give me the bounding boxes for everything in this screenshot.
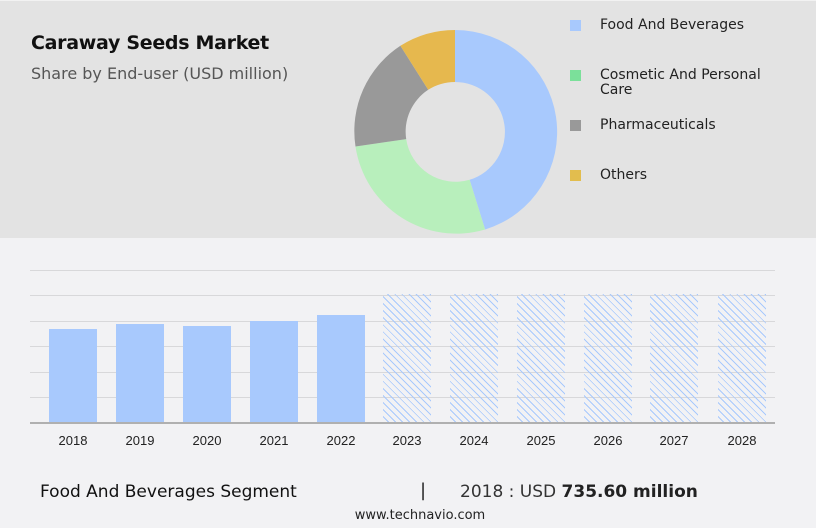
x-tick-label: 2022 [326, 433, 356, 448]
legend-item-others[interactable]: Others [570, 168, 790, 183]
bar-2026-forecast[interactable] [584, 294, 632, 423]
x-tick-label: 2019 [125, 433, 155, 448]
legend-label: Others [600, 167, 648, 183]
legend-swatch-icon [570, 70, 581, 81]
bar-2020[interactable] [183, 326, 231, 423]
slice-cosmetic-personal-care [355, 139, 486, 234]
donut-chart [354, 29, 558, 234]
segment-value-prefix: 2018 : USD [460, 482, 557, 502]
legend-label: Pharmaceuticals [600, 117, 716, 133]
legend-swatch-icon [570, 170, 581, 181]
legend-swatch-icon [570, 20, 581, 31]
x-tick-label: 2027 [659, 433, 689, 448]
bar-2019[interactable] [116, 324, 164, 423]
x-tick-label: 2021 [259, 433, 289, 448]
source-link[interactable]: www.technavio.com [354, 508, 486, 523]
bar-2023-forecast[interactable] [383, 294, 431, 423]
x-tick-label: 2026 [593, 433, 623, 448]
bar-2021[interactable] [250, 321, 298, 423]
slice-food-and-beverages [455, 29, 558, 230]
bar-2025-forecast[interactable] [517, 294, 565, 423]
bar-2024-forecast[interactable] [450, 294, 498, 423]
x-tick-label: 2020 [192, 433, 222, 448]
legend-item-cosmetic-personal-care[interactable]: Cosmetic And Personal Care [570, 68, 790, 98]
x-tick-label: 2028 [727, 433, 757, 448]
chart-title: Caraway Seeds Market [31, 32, 269, 54]
footer-separator: | [420, 480, 427, 501]
legend-swatch-icon [570, 120, 581, 131]
x-tick-label: 2023 [392, 433, 422, 448]
x-axis [30, 422, 775, 424]
segment-value-amount: 735.60 million [561, 482, 698, 502]
chart-subtitle: Share by End-user (USD million) [31, 64, 289, 83]
bar-2027-forecast[interactable] [650, 294, 698, 423]
x-tick-label: 2018 [58, 433, 88, 448]
slice-pharmaceuticals [354, 45, 429, 147]
legend-label: Food And Beverages [600, 17, 745, 33]
legend-label: Cosmetic And Personal Care [600, 67, 761, 98]
bar-2018[interactable] [49, 329, 97, 423]
header-panel: Caraway Seeds Market Share by End-user (… [0, 0, 816, 238]
gridline [30, 270, 775, 271]
legend-item-pharmaceuticals[interactable]: Pharmaceuticals [570, 118, 790, 133]
legend-item-food-and-beverages[interactable]: Food And Beverages [570, 18, 790, 33]
segment-value: 2018 : USD 735.60 million [460, 482, 698, 502]
bar-2028-forecast[interactable] [718, 294, 766, 423]
slice-others [400, 29, 455, 90]
segment-label: Food And Beverages Segment [40, 482, 297, 502]
x-tick-label: 2024 [459, 433, 489, 448]
x-tick-label: 2025 [526, 433, 556, 448]
bar-2022[interactable] [317, 315, 365, 423]
